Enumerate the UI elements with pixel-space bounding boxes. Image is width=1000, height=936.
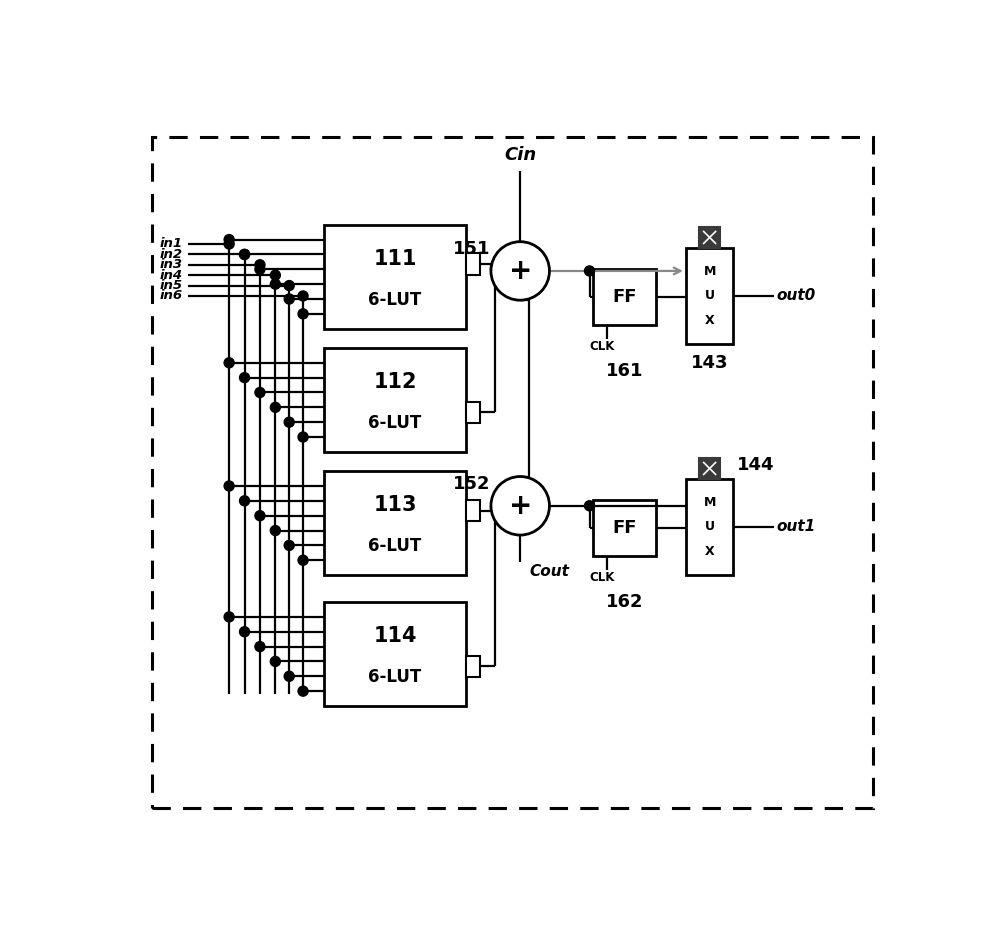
Circle shape: [255, 388, 265, 398]
Bar: [593, 501, 656, 556]
Text: 6-LUT: 6-LUT: [368, 537, 422, 555]
Bar: [466, 500, 480, 521]
Circle shape: [284, 540, 294, 550]
Circle shape: [270, 525, 280, 535]
Text: FF: FF: [613, 519, 637, 537]
Circle shape: [224, 481, 234, 491]
Bar: [466, 656, 480, 678]
Bar: [324, 602, 466, 706]
Text: 162: 162: [606, 593, 644, 611]
Circle shape: [224, 235, 234, 244]
Text: CLK: CLK: [590, 340, 615, 353]
Text: 152: 152: [452, 475, 490, 493]
Text: in3: in3: [160, 258, 183, 271]
Circle shape: [255, 264, 265, 274]
Text: 161: 161: [606, 362, 644, 380]
Bar: [466, 254, 480, 275]
Bar: [593, 270, 656, 325]
Text: 151: 151: [452, 241, 490, 258]
Circle shape: [255, 641, 265, 651]
Text: in5: in5: [160, 279, 183, 292]
Text: 6-LUT: 6-LUT: [368, 414, 422, 431]
Circle shape: [224, 358, 234, 368]
Circle shape: [270, 656, 280, 666]
Circle shape: [491, 241, 549, 300]
Text: Cout: Cout: [529, 563, 569, 578]
Bar: [324, 348, 466, 452]
Text: 6-LUT: 6-LUT: [368, 668, 422, 686]
Circle shape: [224, 239, 234, 249]
Circle shape: [298, 686, 308, 696]
Text: in2: in2: [160, 248, 183, 261]
Text: X: X: [705, 545, 714, 558]
Text: out1: out1: [777, 519, 816, 534]
Circle shape: [240, 496, 250, 505]
Text: 112: 112: [373, 373, 417, 392]
Bar: [466, 402, 480, 423]
Circle shape: [240, 373, 250, 383]
Circle shape: [584, 266, 595, 276]
Circle shape: [298, 309, 308, 319]
Bar: [686, 248, 733, 344]
Bar: [324, 471, 466, 575]
Text: 114: 114: [373, 626, 417, 647]
Circle shape: [284, 417, 294, 427]
Bar: [324, 225, 466, 329]
Circle shape: [284, 294, 294, 304]
Circle shape: [255, 511, 265, 520]
Bar: [686, 479, 733, 575]
Circle shape: [224, 612, 234, 622]
Text: 113: 113: [373, 495, 417, 516]
Text: in4: in4: [160, 269, 183, 282]
Text: out0: out0: [777, 288, 816, 303]
Circle shape: [270, 402, 280, 413]
Circle shape: [584, 501, 595, 511]
Circle shape: [298, 291, 308, 301]
Circle shape: [255, 260, 265, 270]
Circle shape: [284, 671, 294, 681]
Text: U: U: [705, 520, 715, 534]
Text: M: M: [703, 266, 716, 278]
Text: CLK: CLK: [590, 571, 615, 584]
Bar: [699, 227, 720, 248]
Circle shape: [270, 271, 280, 280]
Text: 111: 111: [373, 249, 417, 269]
Text: FF: FF: [613, 288, 637, 306]
Text: in1: in1: [160, 238, 183, 251]
Circle shape: [240, 249, 250, 259]
Text: M: M: [703, 496, 716, 509]
Text: +: +: [509, 257, 532, 285]
Text: X: X: [705, 314, 714, 327]
Circle shape: [491, 476, 549, 535]
Bar: [699, 458, 720, 479]
Circle shape: [298, 432, 308, 442]
Circle shape: [240, 249, 250, 259]
Text: 6-LUT: 6-LUT: [368, 290, 422, 309]
Text: 143: 143: [691, 355, 728, 373]
Text: in6: in6: [160, 289, 183, 302]
Circle shape: [298, 555, 308, 565]
Text: Cin: Cin: [504, 146, 536, 165]
Circle shape: [240, 627, 250, 636]
Circle shape: [270, 279, 280, 289]
Text: +: +: [509, 491, 532, 519]
Text: 144: 144: [737, 456, 775, 474]
Circle shape: [284, 281, 294, 290]
Text: U: U: [705, 289, 715, 302]
